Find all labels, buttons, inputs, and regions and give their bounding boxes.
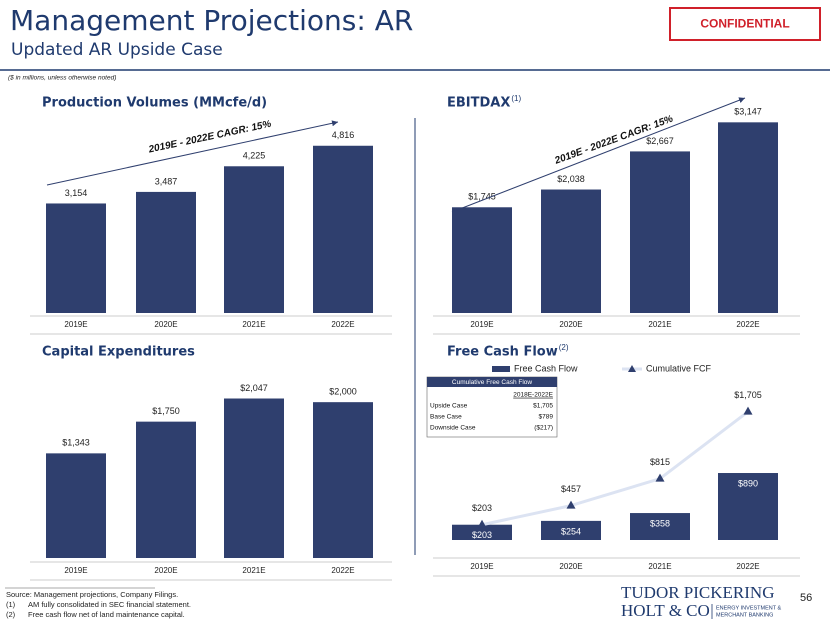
bar bbox=[46, 203, 106, 313]
bar bbox=[313, 402, 373, 558]
x-tick-label: 2022E bbox=[331, 566, 354, 575]
cumulative-line bbox=[481, 410, 749, 527]
bar bbox=[224, 166, 284, 313]
data-label: $203 bbox=[472, 530, 492, 540]
x-tick-label: 2019E bbox=[470, 562, 493, 571]
legend-label: Cumulative FCF bbox=[646, 363, 712, 373]
data-label: $358 bbox=[650, 518, 670, 528]
line-marker bbox=[655, 473, 665, 482]
fcf-row-label: Downside Case bbox=[430, 425, 476, 432]
bar bbox=[541, 520, 601, 540]
x-tick-label: 2021E bbox=[648, 562, 671, 571]
data-label: $2,038 bbox=[557, 174, 585, 184]
data-label: $2,667 bbox=[646, 136, 674, 146]
x-tick-label: 2021E bbox=[648, 320, 671, 329]
footnote-text: AM fully consolidated in SEC financial s… bbox=[28, 600, 191, 609]
legend-label: Free Cash Flow bbox=[514, 363, 578, 373]
data-label: $203 bbox=[472, 503, 492, 513]
slide-title: Management Projections: AR bbox=[10, 4, 413, 37]
bar bbox=[452, 524, 512, 540]
fcf-table-rows: Upside Case $1,705 Base Case $789 Downside C… bbox=[430, 403, 553, 432]
cagr-arrow bbox=[451, 97, 746, 213]
cagr-arrow bbox=[46, 120, 339, 186]
x-tick-label: 2021E bbox=[242, 566, 265, 575]
bar bbox=[541, 189, 601, 313]
units-note: ($ in millions, unless otherwise noted) bbox=[8, 75, 116, 82]
x-tick-label: 2020E bbox=[559, 320, 582, 329]
data-label: 4,816 bbox=[332, 130, 355, 140]
data-label: 3,154 bbox=[65, 188, 88, 198]
data-label: $1,705 bbox=[734, 390, 762, 400]
x-tick-label: 2022E bbox=[331, 320, 354, 329]
bar bbox=[46, 453, 106, 558]
fcf-row-value: $1,705 bbox=[533, 403, 553, 410]
footnote-marker: (2) bbox=[6, 610, 16, 619]
data-label: 4,225 bbox=[243, 151, 266, 161]
fcf-row-value: $789 bbox=[539, 414, 554, 421]
bar bbox=[718, 473, 778, 540]
data-label: $1,745 bbox=[468, 192, 496, 202]
data-label: $254 bbox=[561, 526, 581, 536]
line-marker bbox=[743, 406, 753, 415]
chart-title-note: (1) bbox=[511, 94, 521, 103]
chart-title: Production Volumes (MMcfe/d) bbox=[42, 96, 267, 111]
x-tick-label: 2020E bbox=[559, 562, 582, 571]
logo-line1: TUDOR PICKERING bbox=[621, 583, 774, 602]
bar bbox=[224, 398, 284, 558]
x-tick-label: 2019E bbox=[64, 320, 87, 329]
x-tick-label: 2021E bbox=[242, 320, 265, 329]
footnotes: (1) AM fully consolidated in SEC financia… bbox=[6, 600, 191, 619]
fcf-table-title: Cumulative Free Cash Flow bbox=[452, 379, 532, 386]
page-number: 56 bbox=[800, 592, 812, 604]
data-label: $1,343 bbox=[62, 438, 90, 448]
confidential-box bbox=[669, 7, 821, 41]
legend-marker bbox=[628, 365, 636, 372]
fcf-row-value: ($217) bbox=[534, 425, 553, 432]
x-tick-label: 2019E bbox=[470, 320, 493, 329]
bar bbox=[313, 145, 373, 313]
bar bbox=[630, 513, 690, 540]
data-label: $890 bbox=[738, 478, 758, 488]
data-label: $2,000 bbox=[329, 387, 357, 397]
data-label: $1,750 bbox=[152, 406, 180, 416]
footnote-text: Free cash flow net of land maintenance c… bbox=[28, 610, 185, 619]
chart-title-note: (2) bbox=[559, 343, 569, 352]
x-tick-label: 2022E bbox=[736, 562, 759, 571]
fcf-table-column: 2018E-2022E bbox=[513, 392, 553, 399]
data-label: 3,487 bbox=[155, 176, 178, 186]
logo-tag2: MERCHANT BANKING bbox=[716, 612, 773, 618]
bar bbox=[136, 191, 196, 313]
line-marker bbox=[477, 519, 487, 528]
legend-swatch bbox=[492, 366, 510, 372]
data-label: $3,147 bbox=[734, 107, 762, 117]
line-marker bbox=[566, 500, 576, 509]
data-label: $815 bbox=[650, 457, 670, 467]
x-tick-label: 2019E bbox=[64, 566, 87, 575]
x-tick-label: 2020E bbox=[154, 566, 177, 575]
data-label: $457 bbox=[561, 484, 581, 494]
data-label: $2,047 bbox=[240, 383, 268, 393]
bar bbox=[136, 421, 196, 558]
slide-subtitle: Updated AR Upside Case bbox=[11, 40, 223, 60]
confidential-label: CONFIDENTIAL bbox=[700, 17, 789, 31]
bar bbox=[718, 122, 778, 313]
logo-line2: HOLT & CO bbox=[621, 601, 710, 620]
bar bbox=[452, 207, 512, 313]
chart-title: EBITDAX bbox=[447, 96, 510, 111]
fcf-table-header bbox=[427, 377, 557, 387]
fcf-row-label: Upside Case bbox=[430, 403, 468, 410]
footer-source: Source: Management projections, Company … bbox=[6, 590, 178, 599]
chart-title: Capital Expenditures bbox=[42, 345, 195, 360]
chart-title: Free Cash Flow bbox=[447, 345, 558, 360]
logo-tag1: ENERGY INVESTMENT & bbox=[716, 605, 782, 611]
bar bbox=[630, 151, 690, 313]
x-tick-label: 2022E bbox=[736, 320, 759, 329]
fcf-row-label: Base Case bbox=[430, 414, 462, 421]
footnote-marker: (1) bbox=[6, 600, 16, 609]
x-tick-label: 2020E bbox=[154, 320, 177, 329]
